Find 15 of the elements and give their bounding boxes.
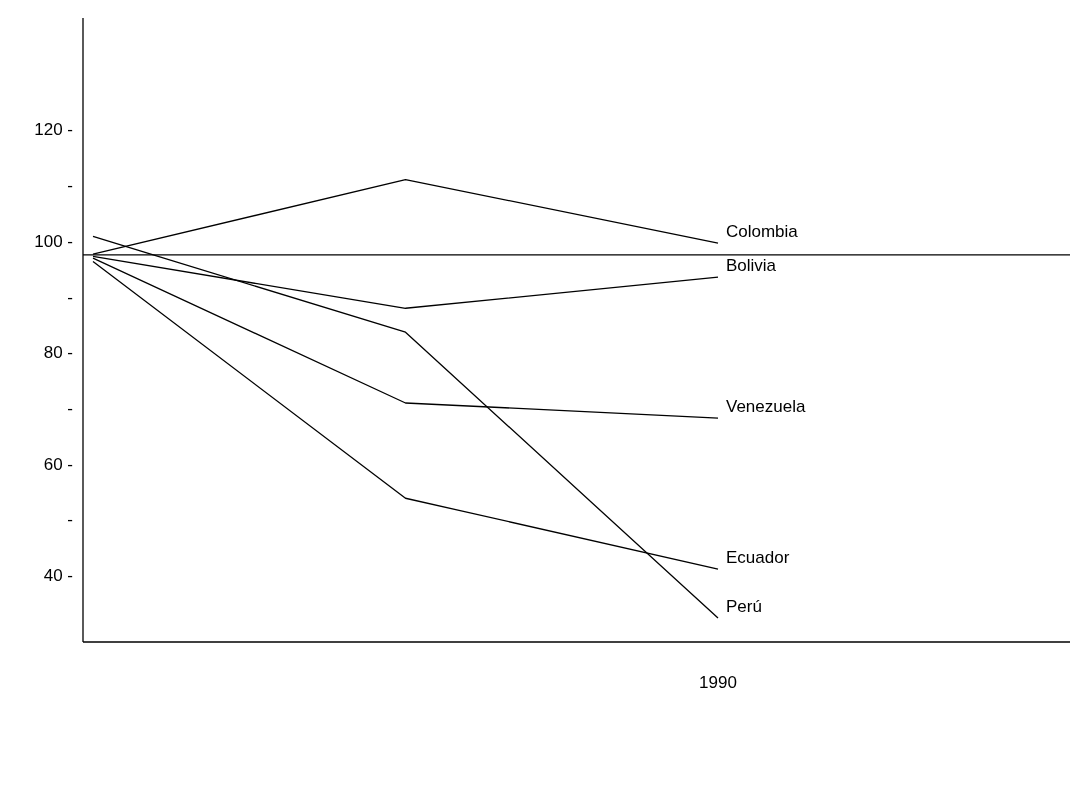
y-tick-label: -: [67, 510, 73, 530]
y-tick-label: 100 -: [34, 231, 73, 251]
y-tick-label: -: [67, 398, 73, 418]
series-label: Colombia: [726, 222, 799, 242]
y-tick-label: 120 -: [34, 120, 73, 140]
series-label: Ecuador: [726, 548, 790, 568]
series-label: Venezuela: [726, 397, 806, 417]
y-tick-label: 40 -: [43, 566, 73, 586]
y-tick-label: -: [67, 287, 73, 307]
series-label: Bolivia: [726, 256, 777, 276]
x-tick-label: 1990: [699, 673, 737, 692]
series-label: Perú: [726, 597, 762, 617]
y-tick-label: 60 -: [43, 454, 73, 474]
y-tick-label: -: [67, 176, 73, 196]
y-tick-label: 80 -: [43, 343, 73, 363]
